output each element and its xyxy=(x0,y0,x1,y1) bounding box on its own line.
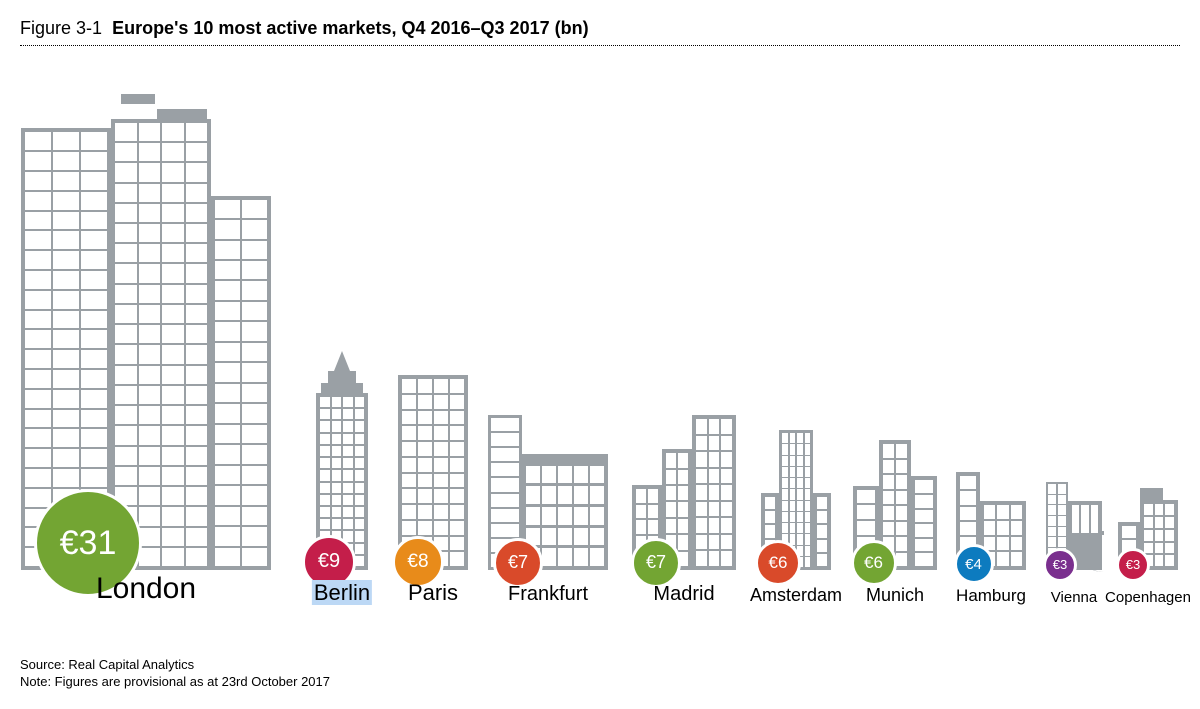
value-circle: €6 xyxy=(755,540,801,586)
city-label: Paris xyxy=(408,580,458,606)
city-label: London xyxy=(96,572,196,606)
city-label: Berlin xyxy=(312,580,372,606)
city-label: Munich xyxy=(866,585,924,606)
value-circle: €7 xyxy=(493,538,543,588)
city-london: €31London xyxy=(16,90,276,570)
infographic-chart: €31London€9Berlin€8Paris€7Frankfurt€7Mad… xyxy=(20,50,1180,610)
source-line: Source: Real Capital Analytics xyxy=(20,657,330,674)
city-label: Hamburg xyxy=(956,586,1026,606)
city-amsterdam: €6Amsterdam xyxy=(760,430,832,570)
city-madrid: €7Madrid xyxy=(628,415,740,570)
figure-text: Europe's 10 most active markets, Q4 2016… xyxy=(112,18,589,38)
value-circle: €3 xyxy=(1116,548,1150,582)
city-paris: €8Paris xyxy=(398,375,468,570)
value-circle: €6 xyxy=(851,540,897,586)
value-circle: €3 xyxy=(1043,548,1077,582)
figure-footer: Source: Real Capital Analytics Note: Fig… xyxy=(20,657,330,691)
city-hamburg: €4Hamburg xyxy=(956,472,1026,570)
note-line: Note: Figures are provisional as at 23rd… xyxy=(20,674,330,691)
city-frankfurt: €7Frankfurt xyxy=(488,415,608,570)
city-label: Copenhagen xyxy=(1105,589,1191,606)
city-label: Frankfurt xyxy=(508,583,588,606)
city-berlin: €9Berlin xyxy=(308,335,376,570)
figure-title: Figure 3-1 Europe's 10 most active marke… xyxy=(20,18,1180,46)
value-circle: €4 xyxy=(954,544,994,584)
city-vienna: €3Vienna xyxy=(1046,482,1102,570)
figure-label: Figure 3-1 xyxy=(20,18,102,38)
city-label: Vienna xyxy=(1051,589,1097,606)
city-copenhagen: €3Copenhagen xyxy=(1118,488,1178,570)
value-circle: €7 xyxy=(631,538,681,588)
city-munich: €6Munich xyxy=(852,440,938,570)
city-label: Madrid xyxy=(653,583,714,606)
city-label: Amsterdam xyxy=(750,585,842,606)
